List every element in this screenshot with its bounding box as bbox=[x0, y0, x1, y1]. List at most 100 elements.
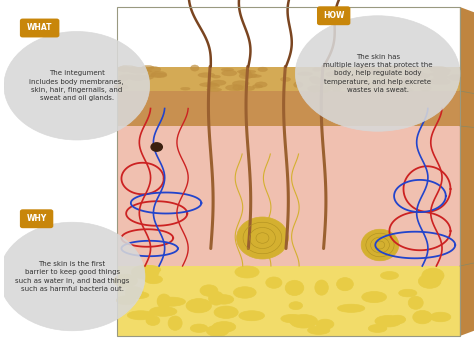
Ellipse shape bbox=[210, 80, 226, 85]
Ellipse shape bbox=[428, 66, 447, 70]
FancyBboxPatch shape bbox=[117, 91, 460, 126]
Ellipse shape bbox=[439, 79, 450, 85]
Ellipse shape bbox=[157, 294, 171, 309]
Ellipse shape bbox=[212, 75, 220, 78]
Ellipse shape bbox=[408, 71, 424, 76]
Ellipse shape bbox=[375, 315, 401, 327]
Polygon shape bbox=[460, 7, 474, 336]
Ellipse shape bbox=[337, 75, 346, 79]
Ellipse shape bbox=[361, 229, 399, 261]
Ellipse shape bbox=[221, 68, 234, 71]
Ellipse shape bbox=[396, 78, 409, 81]
Ellipse shape bbox=[253, 84, 263, 88]
Ellipse shape bbox=[428, 78, 447, 84]
Ellipse shape bbox=[142, 65, 154, 70]
Ellipse shape bbox=[430, 69, 439, 72]
Ellipse shape bbox=[392, 80, 402, 84]
Ellipse shape bbox=[191, 65, 199, 71]
Ellipse shape bbox=[129, 76, 144, 80]
Ellipse shape bbox=[324, 85, 333, 91]
Ellipse shape bbox=[181, 87, 190, 90]
Ellipse shape bbox=[408, 296, 423, 309]
Ellipse shape bbox=[246, 75, 262, 78]
Ellipse shape bbox=[362, 292, 386, 303]
Ellipse shape bbox=[226, 85, 244, 91]
Text: The integument
includes body membranes,
skin, hair, fingernails, and
sweat and o: The integument includes body membranes, … bbox=[29, 70, 124, 101]
Ellipse shape bbox=[206, 325, 228, 336]
Ellipse shape bbox=[362, 70, 374, 74]
Ellipse shape bbox=[131, 265, 159, 279]
Ellipse shape bbox=[127, 66, 141, 73]
Ellipse shape bbox=[312, 68, 321, 71]
Ellipse shape bbox=[311, 79, 329, 84]
Ellipse shape bbox=[322, 65, 332, 70]
Ellipse shape bbox=[293, 82, 303, 88]
Ellipse shape bbox=[157, 297, 185, 306]
FancyBboxPatch shape bbox=[117, 66, 460, 91]
Ellipse shape bbox=[128, 311, 154, 320]
Ellipse shape bbox=[448, 75, 465, 80]
Text: HOW: HOW bbox=[323, 11, 345, 20]
FancyBboxPatch shape bbox=[117, 126, 460, 266]
Ellipse shape bbox=[135, 75, 153, 80]
Ellipse shape bbox=[331, 85, 341, 91]
Ellipse shape bbox=[364, 70, 383, 74]
Ellipse shape bbox=[406, 67, 419, 71]
Ellipse shape bbox=[308, 326, 330, 334]
Ellipse shape bbox=[214, 306, 238, 318]
Ellipse shape bbox=[414, 81, 427, 84]
Ellipse shape bbox=[297, 72, 313, 76]
Ellipse shape bbox=[358, 66, 372, 70]
Ellipse shape bbox=[439, 69, 451, 73]
Ellipse shape bbox=[168, 316, 182, 330]
Ellipse shape bbox=[238, 86, 255, 91]
Ellipse shape bbox=[422, 268, 444, 283]
Ellipse shape bbox=[258, 67, 267, 72]
Ellipse shape bbox=[146, 316, 160, 326]
Ellipse shape bbox=[125, 287, 143, 298]
Ellipse shape bbox=[233, 85, 243, 90]
Ellipse shape bbox=[356, 67, 374, 72]
Ellipse shape bbox=[191, 324, 208, 332]
Text: WHAT: WHAT bbox=[27, 23, 53, 33]
Ellipse shape bbox=[234, 287, 256, 298]
Ellipse shape bbox=[212, 322, 236, 332]
Ellipse shape bbox=[200, 83, 218, 87]
Ellipse shape bbox=[114, 84, 128, 89]
Ellipse shape bbox=[429, 73, 443, 76]
Text: WHY: WHY bbox=[27, 214, 47, 223]
Ellipse shape bbox=[382, 83, 395, 86]
Ellipse shape bbox=[419, 85, 431, 91]
Ellipse shape bbox=[368, 324, 387, 332]
Ellipse shape bbox=[308, 87, 321, 92]
Ellipse shape bbox=[126, 292, 149, 299]
FancyBboxPatch shape bbox=[317, 6, 350, 25]
Ellipse shape bbox=[132, 75, 145, 80]
Ellipse shape bbox=[433, 75, 448, 79]
Ellipse shape bbox=[118, 78, 128, 81]
Ellipse shape bbox=[114, 274, 137, 287]
Ellipse shape bbox=[214, 295, 234, 304]
Ellipse shape bbox=[136, 265, 161, 274]
Ellipse shape bbox=[0, 222, 145, 331]
Ellipse shape bbox=[145, 275, 163, 284]
Ellipse shape bbox=[337, 278, 353, 291]
Ellipse shape bbox=[390, 315, 406, 324]
Ellipse shape bbox=[152, 71, 166, 77]
Ellipse shape bbox=[433, 71, 448, 76]
Ellipse shape bbox=[397, 88, 413, 92]
Ellipse shape bbox=[400, 83, 413, 86]
Ellipse shape bbox=[198, 73, 215, 77]
Ellipse shape bbox=[136, 70, 152, 73]
Ellipse shape bbox=[150, 307, 177, 316]
Ellipse shape bbox=[372, 84, 387, 87]
Ellipse shape bbox=[118, 66, 131, 72]
Ellipse shape bbox=[239, 311, 264, 321]
Ellipse shape bbox=[239, 73, 253, 79]
Ellipse shape bbox=[130, 67, 146, 74]
FancyBboxPatch shape bbox=[20, 209, 53, 228]
Ellipse shape bbox=[237, 70, 256, 73]
Ellipse shape bbox=[383, 70, 392, 74]
Ellipse shape bbox=[382, 72, 397, 78]
Ellipse shape bbox=[402, 80, 412, 85]
